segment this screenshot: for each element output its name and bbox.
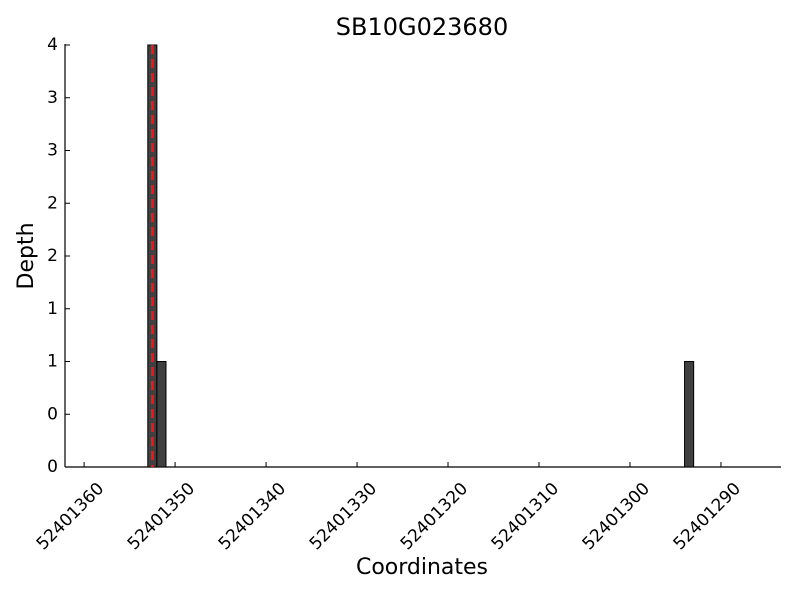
x-tick-label: 52401320 (397, 479, 472, 554)
y-tick-label: 1 (47, 352, 58, 372)
y-tick-label: 2 (47, 246, 58, 266)
y-axis-label: Depth (14, 222, 39, 289)
bar (684, 361, 695, 468)
x-tick-label: 52401300 (579, 479, 654, 554)
y-tick-label: 0 (47, 457, 58, 477)
y-tick-label: 3 (47, 88, 58, 108)
y-tick-label: 1 (47, 299, 58, 319)
y-tick-label: 2 (47, 193, 58, 213)
chart-title: SB10G023680 (336, 13, 508, 41)
bar (156, 361, 167, 468)
x-tick-label: 52401360 (33, 479, 108, 554)
x-tick-label: 52401330 (306, 479, 381, 554)
x-tick-label: 52401340 (215, 479, 290, 554)
x-tick-label: 52401290 (670, 479, 745, 554)
x-tick-label: 52401350 (124, 479, 199, 554)
x-tick-label: 52401310 (488, 479, 563, 554)
y-tick-label: 3 (47, 141, 58, 161)
x-axis-label: Coordinates (356, 555, 488, 580)
y-tick-label: 4 (47, 35, 58, 55)
y-tick-label: 0 (47, 404, 58, 424)
